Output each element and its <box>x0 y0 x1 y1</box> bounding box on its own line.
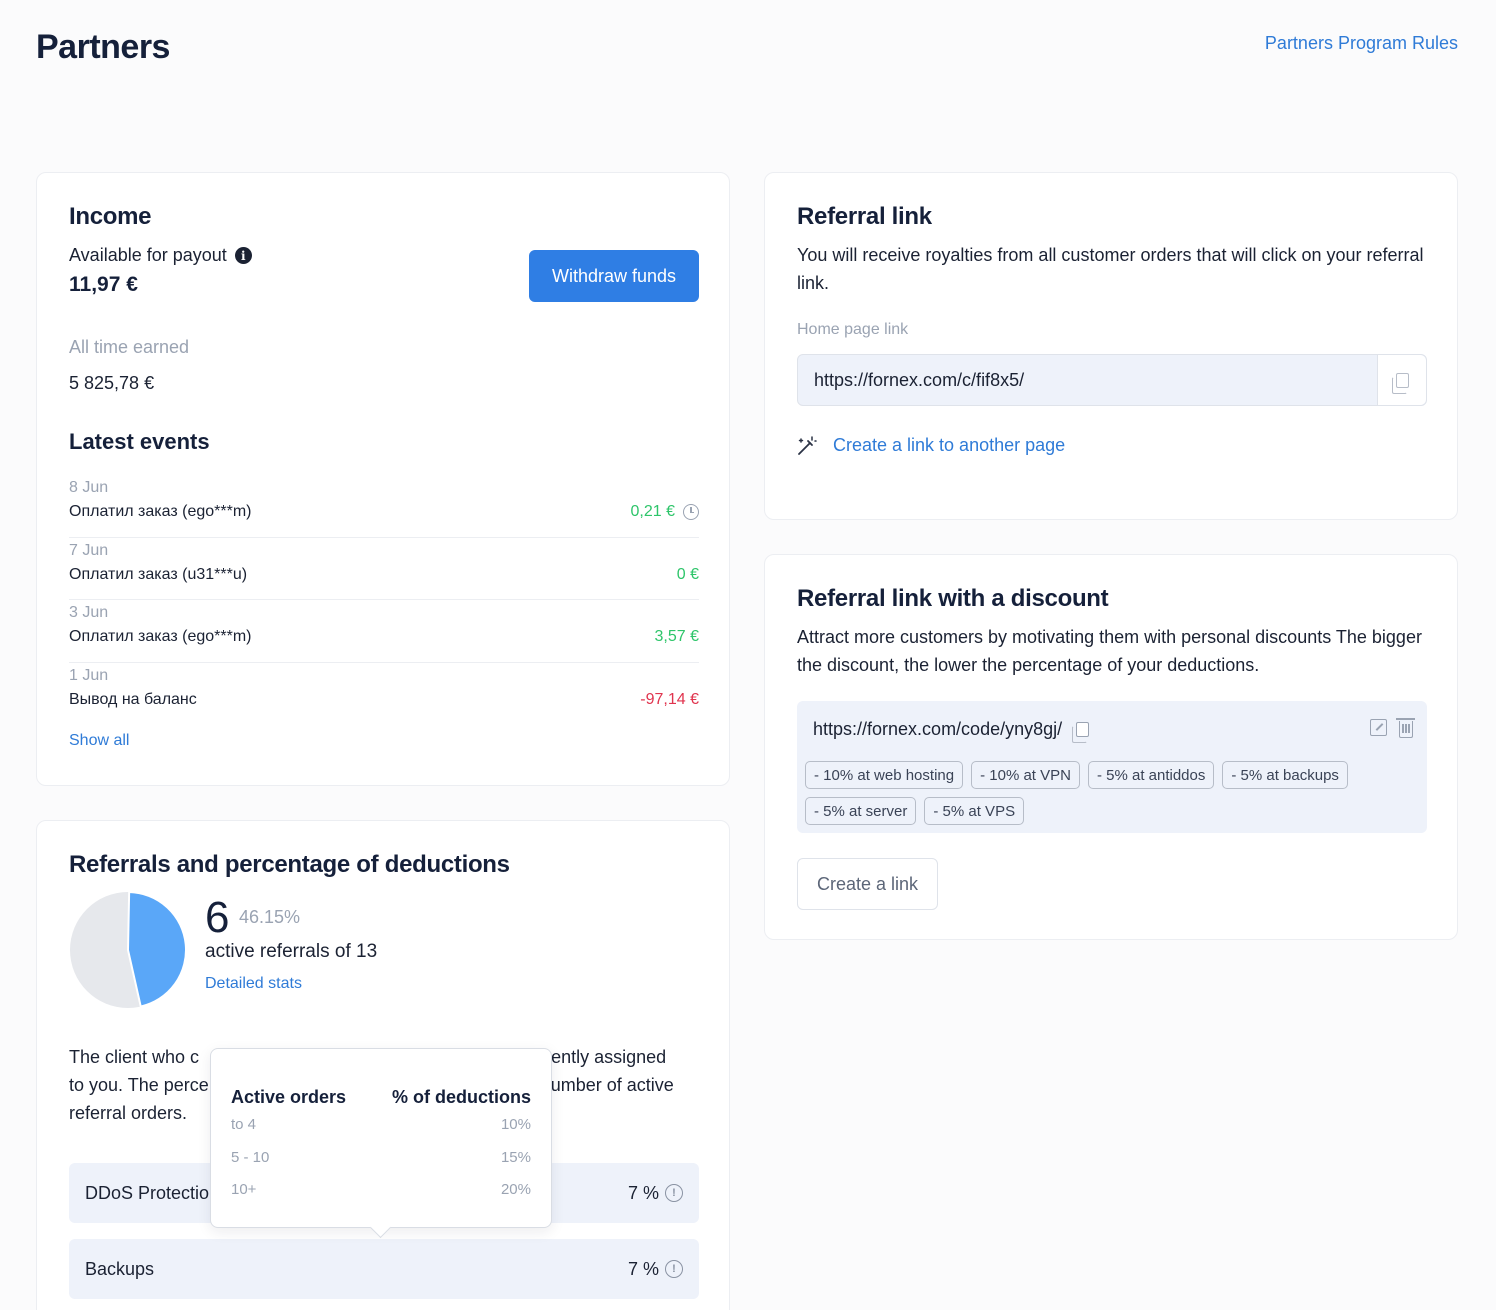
discount-chip: - 10% at web hosting <box>805 761 964 789</box>
desc-part: referral orders. <box>69 1103 188 1123</box>
service-name: Backups <box>85 1258 155 1279</box>
discount-chips: - 10% at web hosting - 10% at VPN - 5% a… <box>805 761 1415 825</box>
copy-link-button[interactable] <box>1377 355 1426 405</box>
tooltip-orders-cell: to 4 <box>231 1116 257 1133</box>
discount-url[interactable]: https://fornex.com/code/yny8gj/ <box>813 719 1063 739</box>
event-date: 1 Jun <box>69 666 109 684</box>
event-description: Вывод на баланс <box>69 690 197 708</box>
discount-link-description: Attract more customers by motivating the… <box>797 627 1422 675</box>
events-list: 8 Jun Оплатил заказ (ego***m) 0,21 € 7 J… <box>69 475 699 725</box>
referral-link-title: Referral link <box>797 203 932 230</box>
referral-description: The client who c nently assigned to you. … <box>69 1043 699 1127</box>
referrals-title: Referrals and percentage of deductions <box>69 851 510 878</box>
home-page-link-field[interactable]: https://fornex.com/c/fif8x5/ <box>797 354 1427 406</box>
discount-chip: - 5% at backups <box>1222 761 1348 789</box>
discount-chip: - 5% at antiddos <box>1087 761 1215 789</box>
event-row: 3 Jun Оплатил заказ (ego***m) 3,57 € <box>69 600 699 663</box>
create-link-other-page[interactable]: Create a link to another page <box>797 435 1065 456</box>
detailed-stats-link[interactable]: Detailed stats <box>205 975 302 992</box>
pie-slice-active <box>126 891 187 1008</box>
trash-icon[interactable] <box>1396 718 1415 738</box>
tooltip-percent-cell: 10% <box>500 1116 531 1133</box>
discount-actions <box>1370 718 1415 738</box>
event-amount: -97,14 € <box>640 690 699 708</box>
event-amount: 3,57 € <box>654 628 699 645</box>
available-payout-text: Available for payout <box>69 245 227 265</box>
info-icon[interactable]: i <box>234 247 252 264</box>
desc-part: The client who c <box>69 1047 200 1067</box>
referral-link-description: You will receive royalties from all cust… <box>797 245 1424 293</box>
all-time-earned-value: 5 825,78 € <box>69 373 155 393</box>
tooltip-percent-cell: 20% <box>500 1181 531 1198</box>
show-all-link[interactable]: Show all <box>69 732 130 749</box>
tooltip-header-deductions: % of deductions <box>392 1087 531 1107</box>
event-date: 8 Jun <box>69 479 109 496</box>
latest-events-title: Latest events <box>69 429 210 454</box>
event-amount: 0,21 € <box>630 503 675 520</box>
discount-chip: - 5% at server <box>805 797 917 825</box>
home-page-link-label: Home page link <box>797 321 909 338</box>
service-percent: 7 % <box>627 1258 659 1279</box>
available-payout-value: 11,97 € <box>69 273 138 296</box>
event-date: 3 Jun <box>69 604 109 621</box>
event-row: 8 Jun Оплатил заказ (ego***m) 0,21 € <box>69 475 699 538</box>
event-description: Оплатил заказ (ego***m) <box>69 628 252 645</box>
service-row-backups: Backups 7 % ! <box>69 1239 699 1299</box>
event-amount-wrap: 3,57 € <box>655 628 699 646</box>
deductions-tooltip: Active orders % of deductions to 4 10% 5… <box>210 1048 552 1228</box>
event-amount: 0 € <box>676 565 699 583</box>
discount-chip: - 5% at VPS <box>924 797 1025 825</box>
partners-program-rules-link[interactable]: Partners Program Rules <box>1264 33 1458 53</box>
discount-chip: - 10% at VPN <box>971 761 1080 789</box>
magic-wand-icon <box>798 435 817 455</box>
create-link-button[interactable]: Create a link <box>797 858 938 910</box>
referral-link-card: Referral link You will receive royalties… <box>764 172 1458 520</box>
tooltip-percent-cell: 15% <box>500 1149 531 1166</box>
discount-link-title: Referral link with a discount <box>797 585 1109 612</box>
discount-link-card: Referral link with a discount Attract mo… <box>764 554 1458 940</box>
service-percent: 7 % <box>627 1182 659 1203</box>
income-title: Income <box>69 203 152 230</box>
active-referrals-percent: 46.15% <box>239 907 301 927</box>
service-percent-wrap: 7 % ! <box>628 1183 683 1204</box>
home-page-link-url[interactable]: https://fornex.com/c/fif8x5/ <box>814 369 1025 390</box>
create-link-other-page-text[interactable]: Create a link to another page <box>833 435 1066 455</box>
page-title: Partners <box>36 28 170 66</box>
income-card: Income Available for payout i 11,97 € Wi… <box>36 172 730 786</box>
event-description: Оплатил заказ (u31***u) <box>69 565 248 583</box>
event-amount-wrap: -97,14 € <box>640 691 699 709</box>
discount-link-item: https://fornex.com/code/yny8gj/ - 10% at… <box>797 701 1427 833</box>
event-description: Оплатил заказ (ego***m) <box>69 503 252 520</box>
tooltip-orders-cell: 10+ <box>231 1181 257 1198</box>
discount-url-row: https://fornex.com/code/yny8gj/ <box>813 719 1090 743</box>
exclamation-icon[interactable]: ! <box>665 1260 683 1278</box>
copy-icon <box>1391 372 1409 394</box>
referrals-pie-chart <box>70 891 187 1008</box>
copy-icon[interactable] <box>1072 722 1090 743</box>
tooltip-header-orders: Active orders <box>231 1087 347 1107</box>
event-row: 1 Jun Вывод на баланс -97,14 € <box>69 663 699 726</box>
tooltip-orders-cell: 5 - 10 <box>231 1149 270 1166</box>
active-referrals-count: 6 <box>205 893 230 942</box>
event-row: 7 Jun Оплатил заказ (u31***u) 0 € <box>69 538 699 600</box>
event-date: 7 Jun <box>69 541 109 559</box>
desc-part: nently assigned <box>541 1047 667 1067</box>
service-percent-wrap: 7 % ! <box>628 1259 683 1280</box>
exclamation-icon[interactable]: ! <box>665 1184 683 1202</box>
all-time-earned-label: All time earned <box>69 337 190 357</box>
available-payout-label: Available for payout i <box>69 245 252 266</box>
service-name: DDoS Protection <box>85 1182 220 1203</box>
desc-part: to you. The perce <box>69 1075 209 1095</box>
clock-icon <box>683 504 699 520</box>
event-amount-wrap: 0 € <box>677 566 699 584</box>
event-amount-wrap: 0,21 € <box>631 503 699 521</box>
edit-icon[interactable] <box>1370 719 1387 736</box>
desc-part: umber of active <box>550 1075 674 1095</box>
withdraw-funds-button[interactable]: Withdraw funds <box>529 250 699 302</box>
active-referrals-label: active referrals of 13 <box>205 941 378 962</box>
